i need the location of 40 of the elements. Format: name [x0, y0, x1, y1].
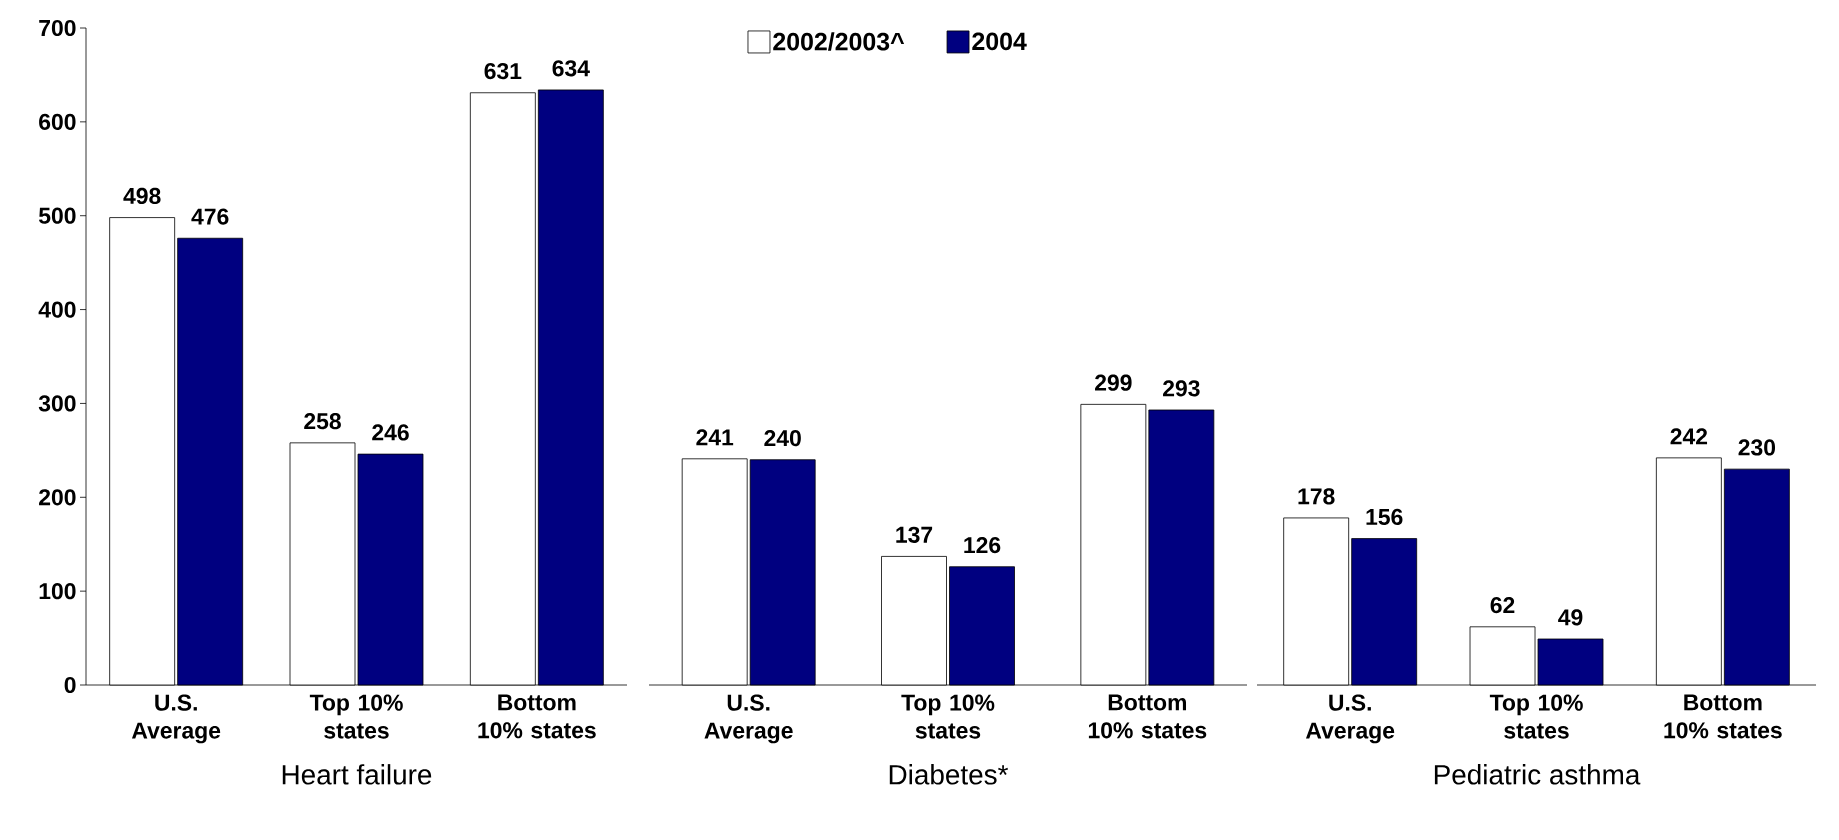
data-label: 230: [1738, 439, 1776, 456]
x-tick-label: Top 10% states: [309, 694, 403, 739]
data-label: 242: [1670, 428, 1708, 445]
x-tick-label: Bottom 10% states: [478, 694, 596, 739]
data-label: 240: [764, 430, 801, 447]
x-tick-label: Bottom 10% states: [1664, 694, 1782, 739]
x-axis-title: Pediatric asthma: [1434, 764, 1641, 785]
data-label: 49: [1558, 609, 1583, 626]
data-label: 476: [191, 208, 229, 225]
y-tick-label: 700: [39, 19, 76, 37]
y-tick-label: 100: [39, 583, 76, 600]
data-label: 137: [896, 526, 933, 543]
data-label: 126: [964, 536, 1001, 554]
data-label: 299: [1095, 374, 1132, 391]
x-tick-label: Top 10% states: [901, 694, 995, 739]
x-tick-label: U.S. Average: [131, 694, 221, 744]
data-label: 498: [123, 187, 161, 205]
data-label: 634: [552, 60, 590, 77]
data-label: 631: [484, 62, 522, 80]
data-label: 293: [1163, 380, 1200, 397]
x-tick-label: Top 10% states: [1489, 694, 1583, 739]
x-axis-title: Heart failure: [282, 764, 432, 785]
data-label: 246: [372, 424, 409, 441]
legend-label: 2004: [972, 32, 1027, 51]
data-label: 156: [1366, 508, 1403, 526]
y-tick-label: 600: [39, 113, 76, 130]
x-tick-label: U.S. Average: [1305, 694, 1395, 744]
y-tick-label: 400: [38, 301, 76, 318]
x-tick-label: Bottom 10% states: [1088, 694, 1207, 739]
y-tick-label: 500: [38, 207, 76, 224]
data-label: 62: [1490, 597, 1515, 614]
legend-label: 2002/2003^: [773, 32, 905, 51]
data-label: 241: [696, 429, 734, 446]
data-label: 178: [1298, 488, 1335, 505]
data-label: 258: [304, 413, 341, 430]
y-tick-label: 200: [39, 489, 76, 506]
x-axis-title: Diabetes*: [889, 764, 1009, 785]
y-tick-label: 300: [38, 395, 76, 412]
y-tick-label: 0: [64, 676, 76, 694]
x-tick-label: U.S. Average: [704, 694, 793, 744]
